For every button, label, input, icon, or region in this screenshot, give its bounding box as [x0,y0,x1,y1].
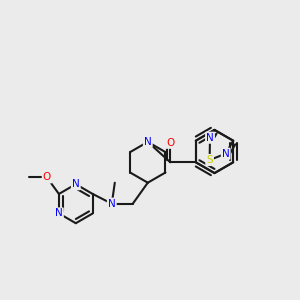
Text: N: N [55,208,63,218]
Text: N: N [222,149,230,159]
Text: O: O [43,172,51,182]
Text: S: S [206,155,213,165]
Text: N: N [206,133,214,143]
Text: N: N [108,199,116,209]
Text: O: O [166,138,174,148]
Text: N: N [72,179,80,189]
Text: N: N [144,137,152,147]
